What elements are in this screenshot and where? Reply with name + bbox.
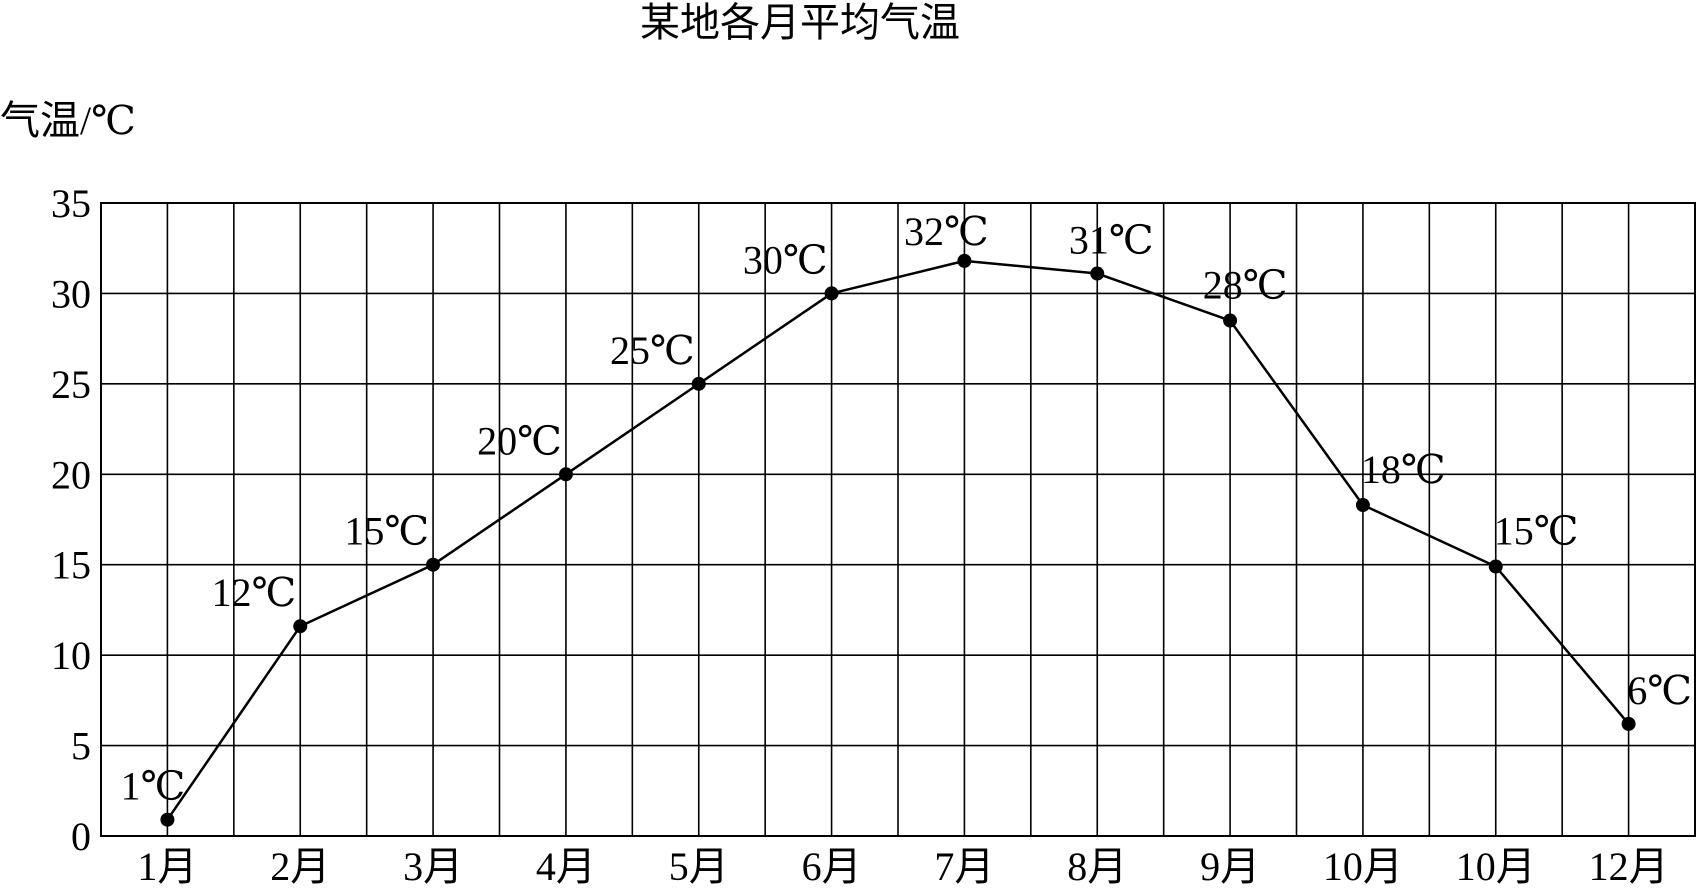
- data-label: 31℃: [1069, 218, 1154, 263]
- data-label: 28℃: [1203, 263, 1288, 308]
- series-line-path: [166, 259, 1630, 821]
- x-tick-label: 12月: [1589, 844, 1669, 889]
- x-tick-label: 6月: [802, 844, 862, 889]
- plot-border: [100, 202, 1696, 837]
- data-point: [1355, 498, 1370, 513]
- x-tick-labels: 1月 2月 3月 4月 5月 6月 7月 8月 9月 10月 10月 12月: [137, 844, 1668, 889]
- data-point: [1488, 559, 1503, 574]
- data-point: [957, 253, 972, 268]
- data-point: [1223, 313, 1238, 328]
- y-tick-label: 0: [71, 814, 91, 859]
- data-label: 20℃: [477, 418, 562, 463]
- x-tick-label: 5月: [669, 844, 729, 889]
- data-label: 25℃: [610, 328, 695, 373]
- data-label: 30℃: [743, 237, 828, 282]
- data-label: 15℃: [344, 509, 429, 554]
- y-tick-labels: 0 5 10 15 20 25 30 35: [51, 181, 91, 859]
- data-label: 18℃: [1361, 447, 1446, 492]
- x-tick-label: 1月: [137, 844, 197, 889]
- data-point: [558, 467, 573, 482]
- x-tick-label: 9月: [1200, 844, 1260, 889]
- data-point: [1090, 266, 1105, 281]
- data-point: [691, 376, 706, 391]
- data-labels: 1℃ 12℃ 15℃ 20℃ 25℃ 30℃ 32℃ 31℃ 28℃ 18℃ 15℃ 6℃: [121, 209, 1692, 809]
- data-label: 32℃: [904, 209, 989, 254]
- y-tick-label: 30: [51, 271, 91, 316]
- y-tick-label: 20: [51, 452, 91, 497]
- x-tick-label: 10月: [1456, 844, 1536, 889]
- data-point: [160, 812, 175, 827]
- data-label: 12℃: [212, 570, 297, 615]
- plot-frame: [100, 202, 1696, 837]
- x-tick-label: 7月: [934, 844, 994, 889]
- x-tick-label: 2月: [270, 844, 330, 889]
- y-tick-label: 25: [51, 362, 91, 407]
- x-tick-label: 8月: [1067, 844, 1127, 889]
- y-tick-label: 10: [51, 633, 91, 678]
- y-axis-label: 气温/℃: [0, 98, 136, 143]
- data-label: 1℃: [121, 764, 186, 809]
- chart-title: 某地各月平均气温: [640, 0, 960, 46]
- data-point: [426, 557, 441, 572]
- y-tick-label: 5: [71, 724, 91, 769]
- data-point: [824, 286, 839, 301]
- x-tick-label: 3月: [403, 844, 463, 889]
- y-tick-label: 35: [51, 181, 91, 226]
- data-point: [1621, 716, 1636, 731]
- data-label: 15℃: [1494, 509, 1579, 554]
- y-tick-label: 15: [51, 543, 91, 588]
- series-line: [166, 259, 1630, 821]
- grid: [101, 203, 1695, 836]
- x-tick-label: 10月: [1323, 844, 1403, 889]
- data-point: [293, 619, 308, 634]
- x-tick-label: 4月: [536, 844, 596, 889]
- data-points: [160, 253, 1636, 827]
- data-label: 6℃: [1627, 668, 1692, 713]
